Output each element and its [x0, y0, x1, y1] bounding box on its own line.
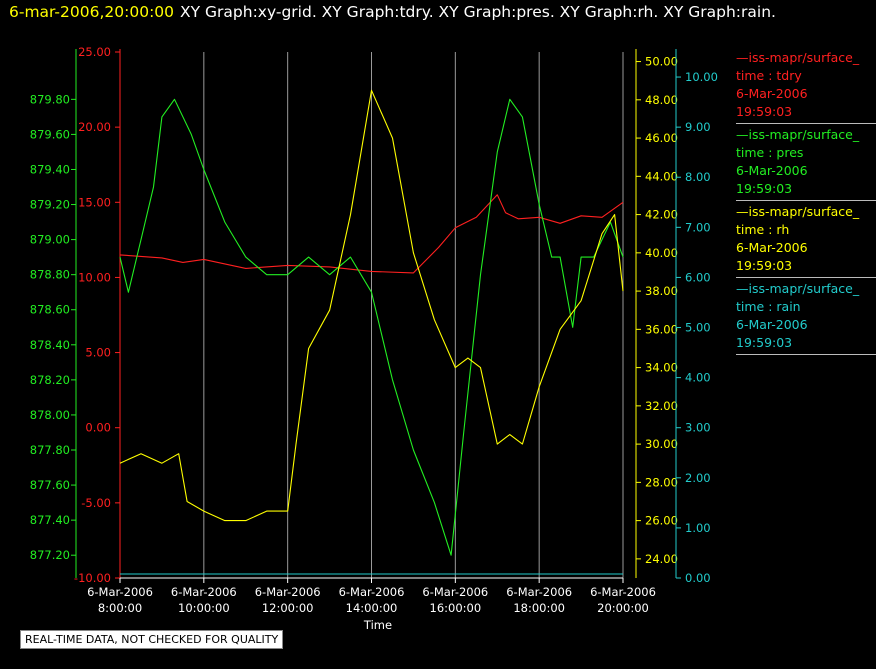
legend-time: 19:59:03	[736, 181, 793, 196]
x-tick-time: 14:00:00	[346, 601, 398, 615]
pres-series-line	[119, 98, 624, 556]
tdry-tick-label: 0.00	[85, 421, 111, 435]
tdry-tick-label: 5.00	[85, 346, 111, 360]
x-tick-time: 12:00:00	[262, 601, 314, 615]
pres-tick-label: 877.20	[30, 548, 70, 562]
header-timestamp: 6-mar-2006,20:00:00	[9, 3, 175, 21]
x-axis-label: Time	[363, 618, 392, 632]
rain-tick-label: 3.00	[685, 421, 711, 435]
header-bar: 6-mar-2006,20:00:00 XY Graph:xy-grid. XY …	[9, 3, 776, 21]
rh-tick-label: 38.00	[645, 284, 678, 298]
rh-tick-label: 50.00	[645, 55, 678, 69]
legend-date: 6-Mar-2006	[736, 163, 808, 178]
pres-tick-label: 879.20	[30, 198, 70, 212]
legend-key: time : tdry	[736, 68, 802, 83]
rh-tick-label: 42.00	[645, 208, 678, 222]
pres-tick-label: 878.00	[30, 408, 70, 422]
legend-source: —iss-mapr/surface_	[736, 50, 860, 65]
pres-tick-label: 878.20	[30, 373, 70, 387]
pres-tick-label: 879.00	[30, 233, 70, 247]
x-tick-time: 20:00:00	[597, 601, 649, 615]
pres-tick-label: 879.40	[30, 162, 70, 176]
legend-key: time : rain	[736, 299, 801, 314]
rain-tick-label: 7.00	[685, 220, 711, 234]
legend-entry-tdry: —iss-mapr/surface_time : tdry 6-Mar-2006 1…	[736, 48, 876, 124]
pres-tick-label: 878.40	[30, 338, 70, 352]
rh-tick-label: 36.00	[645, 322, 678, 336]
tdry-tick-label: 15.00	[78, 195, 111, 209]
legend-time: 19:59:03	[736, 104, 793, 119]
x-tick-date: 6-Mar-2006	[590, 585, 656, 599]
rain-tick-label: 6.00	[685, 270, 711, 284]
rh-series-line	[119, 89, 624, 522]
pres-tick-label: 877.80	[30, 443, 70, 457]
tdry-series-line	[119, 194, 624, 274]
pres-tick-label: 877.60	[30, 478, 70, 492]
rain-tick-label: 10.00	[685, 70, 718, 84]
x-tick-date: 6-Mar-2006	[506, 585, 572, 599]
legend: —iss-mapr/surface_ time : tdry 6-Mar-2006 1…	[736, 48, 876, 356]
rain-tick-label: 8.00	[685, 170, 711, 184]
x-tick-date: 6-Mar-2006	[339, 585, 405, 599]
legend-entry-rain: —iss-mapr/surface_time : rain 6-Mar-2006 1…	[736, 279, 876, 355]
pres-tick-label: 879.60	[30, 127, 70, 141]
quality-warning-label: REAL-TIME DATA, NOT CHECKED FOR QUALITY	[20, 630, 284, 649]
x-tick-time: 10:00:00	[178, 601, 230, 615]
rh-tick-label: 44.00	[645, 169, 678, 183]
x-tick-date: 6-Mar-2006	[87, 585, 153, 599]
rain-tick-label: 0.00	[685, 571, 711, 585]
legend-key: time : pres	[736, 145, 804, 160]
rain-tick-label: 5.00	[685, 321, 711, 335]
header-graph-titles: XY Graph:xy-grid. XY Graph:tdry. XY Grap…	[180, 3, 776, 21]
rain-tick-label: 1.00	[685, 521, 711, 535]
tdry-tick-label: 10.00	[78, 270, 111, 284]
tdry-tick-label: 25.00	[78, 45, 111, 59]
rain-tick-label: 4.00	[685, 371, 711, 385]
pres-tick-label: 878.60	[30, 303, 70, 317]
x-tick-time: 8:00:00	[98, 601, 142, 615]
legend-source: —iss-mapr/surface_	[736, 204, 860, 219]
rh-tick-label: 32.00	[645, 399, 678, 413]
legend-entry-pres: —iss-mapr/surface_time : pres 6-Mar-2006 1…	[736, 125, 876, 201]
legend-time: 19:59:03	[736, 258, 793, 273]
legend-date: 6-Mar-2006	[736, 86, 808, 101]
tdry-tick-label: -10.00	[74, 571, 111, 585]
rain-tick-label: 9.00	[685, 120, 711, 134]
tdry-tick-label: -5.00	[81, 496, 111, 510]
rh-tick-label: 26.00	[645, 514, 678, 528]
tdry-tick-label: 20.00	[78, 120, 111, 134]
rh-tick-label: 46.00	[645, 131, 678, 145]
x-tick-time: 16:00:00	[430, 601, 482, 615]
x-tick-date: 6-Mar-2006	[255, 585, 321, 599]
rh-tick-label: 40.00	[645, 246, 678, 260]
rh-tick-label: 30.00	[645, 437, 678, 451]
pres-tick-label: 877.40	[30, 513, 70, 527]
legend-source: —iss-mapr/surface_	[736, 127, 860, 142]
legend-date: 6-Mar-2006	[736, 317, 808, 332]
x-tick-time: 18:00:00	[513, 601, 565, 615]
pres-tick-label: 878.80	[30, 268, 70, 282]
rh-tick-label: 48.00	[645, 93, 678, 107]
legend-entry-rh: —iss-mapr/surface_time : rh 6-Mar-2006 19:…	[736, 202, 876, 278]
rh-tick-label: 34.00	[645, 361, 678, 375]
rain-tick-label: 2.00	[685, 471, 711, 485]
rh-tick-label: 28.00	[645, 475, 678, 489]
legend-source: —iss-mapr/surface_	[736, 281, 860, 296]
rh-tick-label: 24.00	[645, 552, 678, 566]
pres-tick-label: 879.80	[30, 92, 70, 106]
x-tick-date: 6-Mar-2006	[422, 585, 488, 599]
legend-date: 6-Mar-2006	[736, 240, 808, 255]
x-tick-date: 6-Mar-2006	[171, 585, 237, 599]
legend-time: 19:59:03	[736, 335, 793, 350]
legend-key: time : rh	[736, 222, 790, 237]
